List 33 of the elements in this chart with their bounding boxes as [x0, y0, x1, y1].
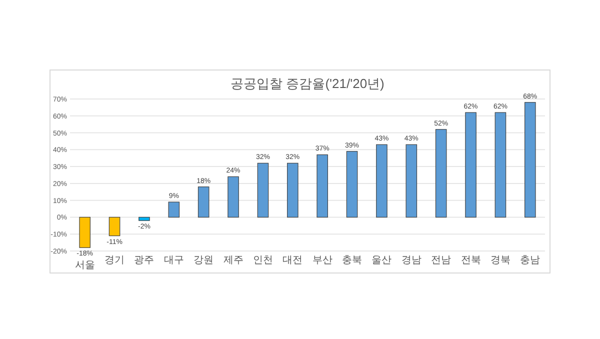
- x-tick-label: 대전: [282, 255, 303, 266]
- x-tick-label: 울산: [372, 255, 392, 266]
- bar: [108, 216, 120, 236]
- x-tick-label: 충북: [342, 255, 362, 266]
- bar: [406, 144, 418, 218]
- bar: [524, 102, 536, 218]
- x-tick-label: 경남: [401, 255, 422, 266]
- x-tick-label: 제주: [223, 255, 244, 266]
- x-tick-label: 경북: [490, 255, 510, 266]
- x-tick-label: 강원: [194, 255, 214, 266]
- bar: [465, 112, 476, 218]
- bar: [287, 162, 298, 218]
- chart-title: 공공입찰 증감율('21/'20년): [230, 76, 384, 91]
- bar: [435, 129, 447, 218]
- x-tick-label: 인천: [252, 255, 273, 266]
- bar: [346, 151, 358, 218]
- x-tick-label: 전남: [431, 255, 452, 266]
- bar: [79, 216, 90, 248]
- x-tick-label: 서울: [74, 260, 95, 271]
- x-tick-label: 전북: [460, 255, 481, 266]
- x-tick-label: 충남: [520, 255, 540, 266]
- bar: [168, 202, 180, 218]
- x-tick-label: 광주: [134, 255, 154, 266]
- x-tick-label: 부산: [312, 255, 332, 266]
- x-tick-label: 경기: [104, 255, 125, 266]
- bar: [376, 144, 388, 218]
- bar: [138, 216, 150, 221]
- bar: [316, 154, 328, 218]
- bar: [198, 186, 210, 218]
- bar: [257, 162, 269, 218]
- x-tick-label: 대구: [164, 255, 184, 266]
- bar: [494, 112, 506, 218]
- bar: [228, 176, 239, 218]
